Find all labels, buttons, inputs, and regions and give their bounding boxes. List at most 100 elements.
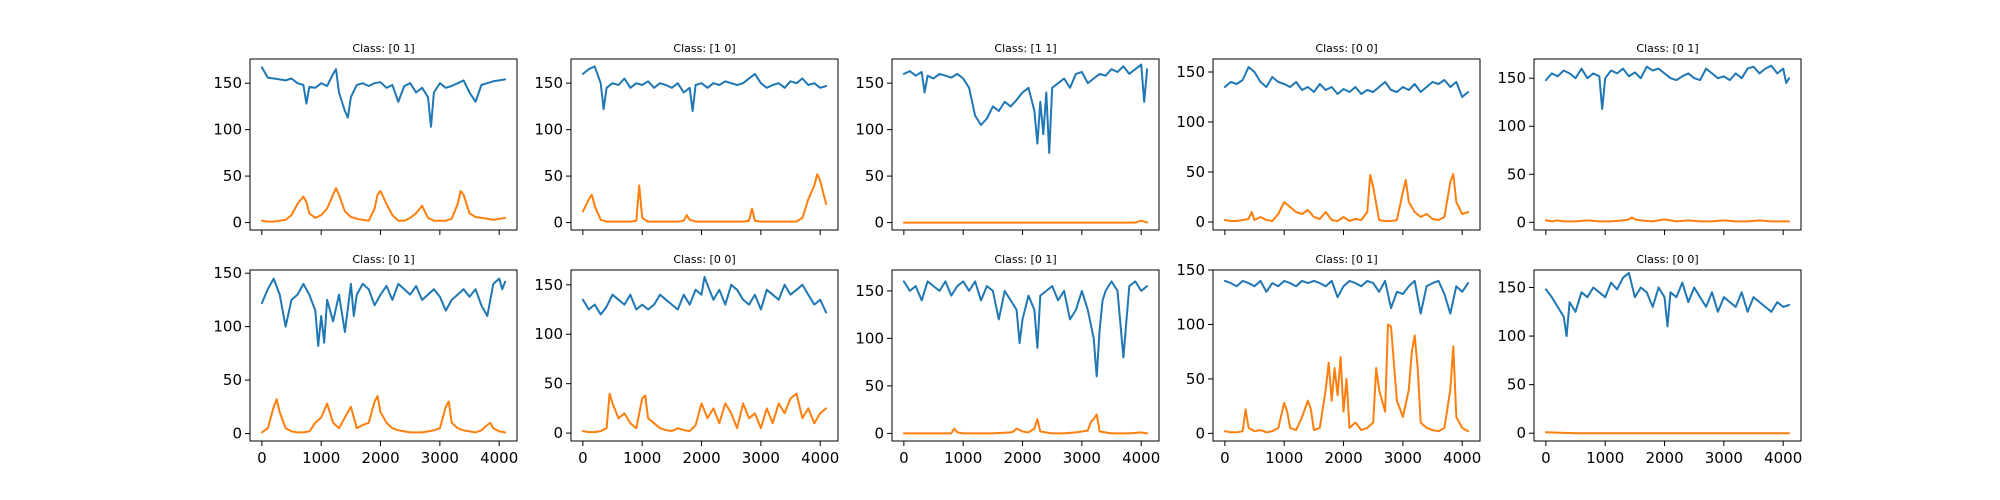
subplot-title: Class: [0 0] <box>1315 42 1377 55</box>
subplot-title: Class: [1 1] <box>994 42 1056 55</box>
x-tick-label: 2000 <box>361 449 399 467</box>
x-tick-label: 0 <box>578 449 588 467</box>
series-1-line <box>581 65 828 112</box>
y-tick-label: 150 <box>534 74 563 92</box>
y-tick-label: 100 <box>855 329 884 347</box>
y-tick-label: 150 <box>534 276 563 294</box>
y-tick-label: 0 <box>553 424 563 442</box>
axes-frame <box>891 58 1160 231</box>
y-tick-label: 0 <box>553 214 563 232</box>
subplot-4: 0 50 100 150 Class: [0 0] <box>1176 42 1481 235</box>
y-tick-label: 150 <box>213 74 242 92</box>
subplot-8: 0 50 100 150 0 1000 2000 3000 4000 Class: [0 1] <box>855 253 1160 467</box>
subplot-1: 0 50 100 150 Class: [0 1] <box>213 42 518 235</box>
axes-frame <box>249 58 518 231</box>
series-2-line <box>1223 173 1470 222</box>
subplot-6: 0 50 100 150 0 1000 2000 3000 4000 Class: [0 1] <box>213 253 518 467</box>
y-tick-label: 150 <box>1176 63 1205 81</box>
subplot-title: Class: [0 1] <box>352 253 414 266</box>
subplot-title: Class: [0 1] <box>1636 42 1698 55</box>
y-tick-label: 0 <box>232 425 242 443</box>
y-tick-label: 0 <box>1195 424 1205 442</box>
y-tick-label: 0 <box>232 214 242 232</box>
y-tick-label: 50 <box>865 167 884 185</box>
series-2-line <box>260 187 507 223</box>
x-tick-label: 3000 <box>421 449 459 467</box>
x-tick-label: 3000 <box>1384 449 1422 467</box>
subplot-7: 0 50 100 150 0 1000 2000 3000 4000 Class: [0 0] <box>534 253 839 467</box>
x-tick-label: 3000 <box>742 449 780 467</box>
y-tick-label: 150 <box>1497 278 1526 296</box>
y-tick-label: 100 <box>855 121 884 139</box>
subplot-title: Class: [0 1] <box>1315 253 1377 266</box>
y-tick-label: 0 <box>1516 213 1526 231</box>
axes-frame <box>570 269 839 442</box>
y-tick-label: 50 <box>223 371 242 389</box>
subplot-title: Class: [0 0] <box>673 253 735 266</box>
y-tick-label: 100 <box>1176 113 1205 131</box>
y-tick-label: 50 <box>1186 370 1205 388</box>
axes-frame <box>570 58 839 231</box>
series-2-line <box>260 395 507 434</box>
y-tick-label: 150 <box>855 74 884 92</box>
y-tick-label: 100 <box>534 325 563 343</box>
series-1-line <box>581 275 828 316</box>
x-tick-label: 0 <box>1220 449 1230 467</box>
y-tick-label: 0 <box>1516 424 1526 442</box>
y-tick-label: 150 <box>1176 261 1205 279</box>
series-1-line <box>1223 279 1470 315</box>
y-tick-label: 100 <box>1497 327 1526 345</box>
x-tick-label: 1000 <box>302 449 340 467</box>
series-1-line <box>1544 271 1791 338</box>
x-tick-label: 4000 <box>480 449 518 467</box>
series-1-line <box>902 280 1149 378</box>
subplot-title: Class: [0 1] <box>994 253 1056 266</box>
series-2-line <box>581 392 828 434</box>
x-tick-label: 2000 <box>1324 449 1362 467</box>
subplot-3: 0 50 100 150 Class: [1 1] <box>855 42 1160 235</box>
series-2-line <box>1223 323 1470 434</box>
series-2-line <box>1544 216 1791 223</box>
y-tick-label: 100 <box>1497 117 1526 135</box>
subplot-10: 0 50 100 150 0 1000 2000 3000 4000 Class: [0 0] <box>1497 253 1802 467</box>
x-tick-label: 0 <box>257 449 267 467</box>
x-tick-label: 1000 <box>1265 449 1303 467</box>
y-tick-label: 150 <box>213 264 242 282</box>
series-1-line <box>1223 66 1470 98</box>
x-tick-label: 2000 <box>682 449 720 467</box>
y-tick-label: 50 <box>1186 163 1205 181</box>
series-2-line <box>902 219 1149 224</box>
axes-frame <box>1533 269 1802 442</box>
x-tick-label: 2000 <box>1003 449 1041 467</box>
subplot-5: 0 50 100 150 Class: [0 1] <box>1497 42 1802 235</box>
axes-frame <box>891 269 1160 442</box>
subplot-9: 0 50 100 150 0 1000 2000 3000 4000 Class: [0 1] <box>1176 253 1481 467</box>
x-tick-label: 2000 <box>1645 449 1683 467</box>
series-2-line <box>1544 431 1791 435</box>
y-tick-label: 100 <box>534 121 563 139</box>
series-2-line <box>902 413 1149 435</box>
y-tick-label: 50 <box>865 377 884 395</box>
y-tick-label: 50 <box>544 375 563 393</box>
y-tick-label: 50 <box>223 167 242 185</box>
y-tick-label: 150 <box>855 282 884 300</box>
x-tick-label: 4000 <box>1764 449 1802 467</box>
x-tick-label: 1000 <box>623 449 661 467</box>
y-tick-label: 150 <box>1497 69 1526 87</box>
axes-frame <box>1212 58 1481 231</box>
axes-frame <box>1533 58 1802 231</box>
y-tick-label: 0 <box>874 424 884 442</box>
y-tick-label: 50 <box>1507 165 1526 183</box>
x-tick-label: 1000 <box>1586 449 1624 467</box>
series-2-line <box>581 173 828 223</box>
y-tick-label: 100 <box>213 318 242 336</box>
y-tick-label: 0 <box>874 214 884 232</box>
x-tick-label: 3000 <box>1063 449 1101 467</box>
x-tick-label: 4000 <box>1443 449 1481 467</box>
y-tick-label: 100 <box>213 121 242 139</box>
y-tick-label: 100 <box>1176 315 1205 333</box>
y-tick-label: 0 <box>1195 213 1205 231</box>
subplot-title: Class: [0 0] <box>1636 253 1698 266</box>
y-tick-label: 50 <box>1507 376 1526 394</box>
